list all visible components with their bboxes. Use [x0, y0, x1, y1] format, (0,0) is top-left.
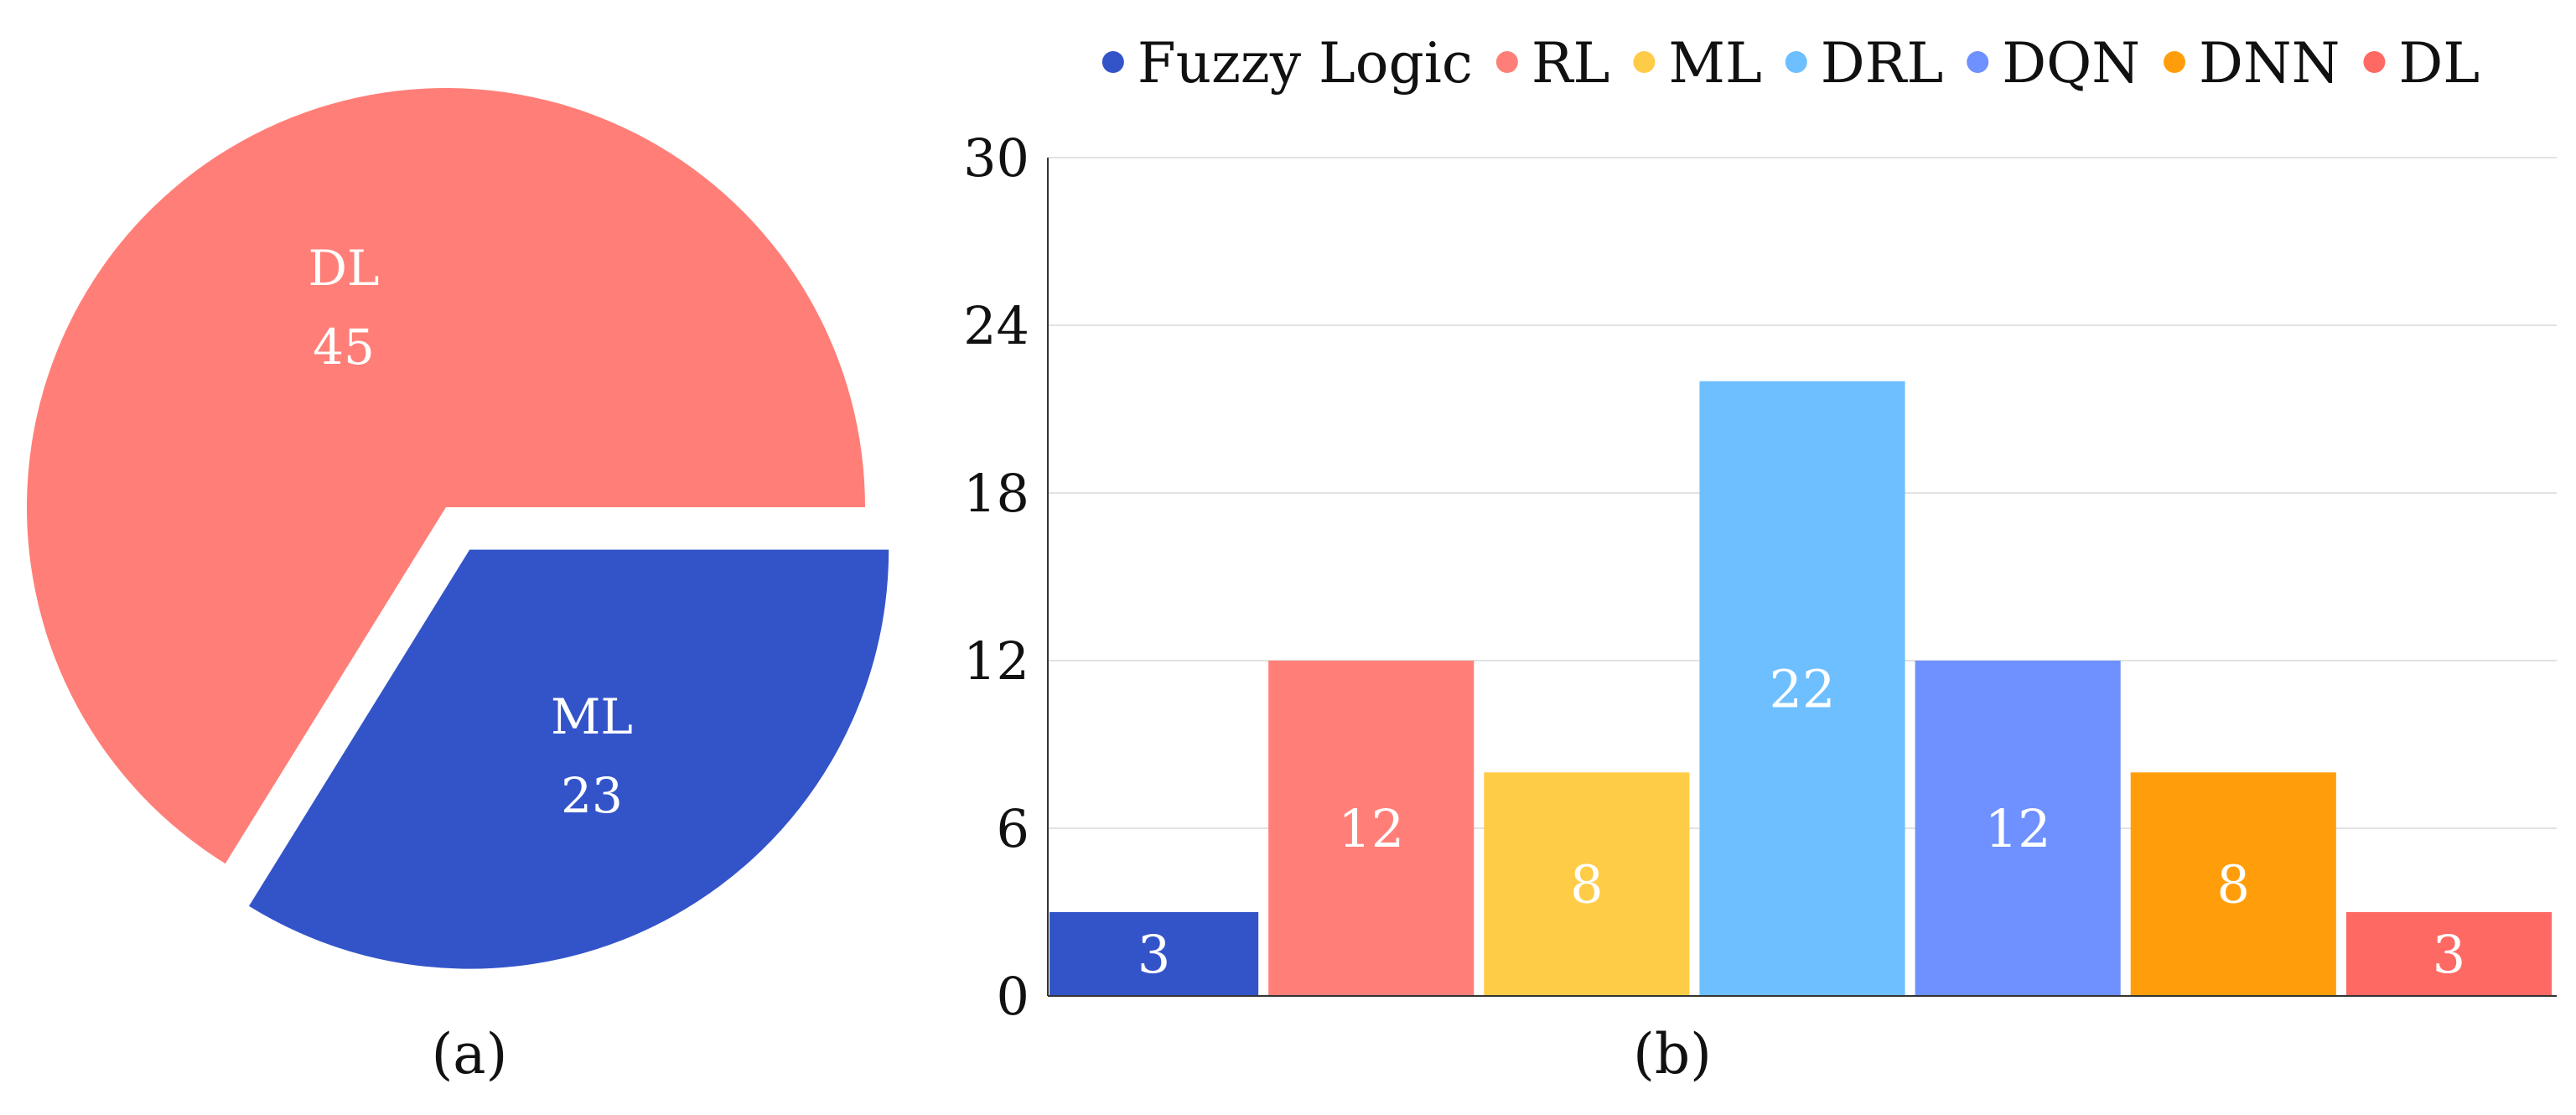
bar-dnn	[2130, 772, 2336, 996]
pie-slice-label: DL	[308, 240, 379, 297]
y-tick-label: 0	[997, 966, 1029, 1027]
bar-value-label: 8	[2217, 854, 2250, 915]
bar-rl	[1268, 661, 1475, 996]
legend-marker	[2163, 51, 2185, 73]
y-tick-label: 12	[963, 630, 1029, 692]
bar-dl	[2345, 912, 2552, 996]
bar-legend: Fuzzy Logic RL ML DRL DQN DNN DL	[1101, 31, 2480, 96]
y-tick-label: 30	[963, 127, 1029, 189]
bar-chart: 3 12 8 22 12 8 3	[1050, 381, 2552, 997]
pie-slice-value: 23	[561, 767, 623, 824]
y-tick-label: 6	[997, 798, 1029, 859]
bar-drl	[1699, 381, 1905, 997]
y-tick-label: 24	[963, 295, 1029, 356]
pie-slice-value: 45	[313, 319, 375, 376]
legend-marker	[1101, 51, 1124, 73]
bar-value-label: 8	[1570, 854, 1603, 915]
bar-panel-label: (b)	[1633, 1022, 1712, 1086]
legend-label: DQN	[2002, 31, 2140, 96]
bar-value-label: 3	[1138, 924, 1170, 985]
y-tick-label: 18	[963, 463, 1029, 524]
legend-label: DRL	[1821, 31, 1943, 96]
pie-chart: ML 23 DL 45	[27, 87, 889, 969]
pie-slice-label: ML	[551, 688, 633, 745]
legend-marker	[1785, 51, 1807, 73]
pie-slice-dl	[27, 87, 866, 864]
bar-ml	[1484, 772, 1690, 996]
legend-marker	[1495, 51, 1518, 73]
bar-y-axis: 0 6 12 18 24 30	[963, 127, 1029, 1027]
pie-panel-label: (a)	[432, 1022, 508, 1086]
bar-value-label: 22	[1770, 658, 1836, 719]
bar-dqn	[1915, 661, 2121, 996]
bar-value-label: 12	[1338, 798, 1404, 859]
bar-value-label: 3	[2433, 924, 2465, 985]
bar-fuzzy-logic	[1050, 912, 1259, 996]
legend-marker	[1633, 51, 1656, 73]
legend-marker	[1967, 51, 1989, 73]
legend-label: ML	[1668, 31, 1761, 96]
legend-marker	[2363, 51, 2386, 73]
legend-label: DNN	[2199, 31, 2340, 96]
bar-value-label: 12	[1985, 798, 2051, 859]
legend-label: RL	[1532, 31, 1610, 96]
legend-label: Fuzzy Logic	[1138, 31, 1473, 96]
legend-label: DL	[2398, 31, 2480, 96]
pie-slice-ml	[249, 549, 889, 969]
